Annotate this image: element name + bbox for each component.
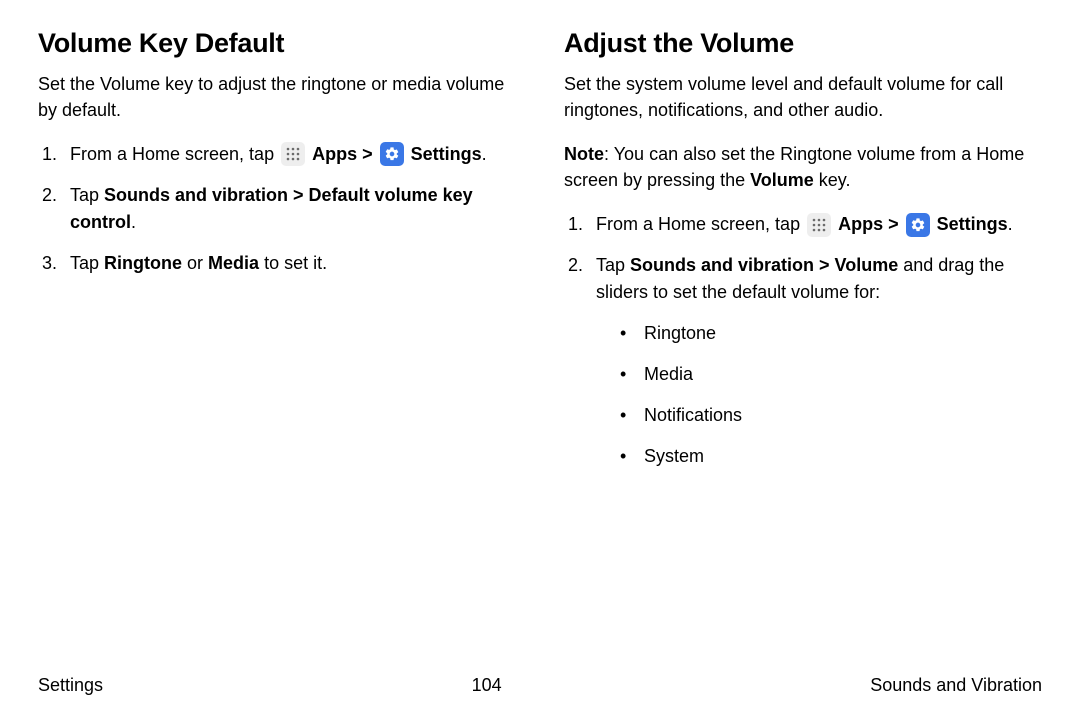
period: . [482, 144, 487, 164]
content-columns: Volume Key Default Set the Volume key to… [38, 28, 1042, 667]
chevron-right-icon: > [362, 144, 378, 164]
step-1-left: From a Home screen, tap Apps > Settings. [38, 141, 516, 168]
step-text: or [182, 253, 208, 273]
footer-right: Sounds and Vibration [870, 675, 1042, 696]
footer-page-number: 104 [472, 675, 502, 696]
steps-left: From a Home screen, tap Apps > Settings.… [38, 141, 516, 277]
step-text: Tap [596, 255, 630, 275]
step-text: Tap [70, 253, 104, 273]
apps-icon [281, 142, 305, 166]
apps-label: Apps [312, 144, 357, 164]
settings-label: Settings [937, 214, 1008, 234]
chevron-right-icon: > [888, 214, 904, 234]
step-bold: Ringtone [104, 253, 182, 273]
intro-right: Set the system volume level and default … [564, 71, 1042, 123]
bullet-notifications: Notifications [620, 402, 1042, 429]
bullet-media: Media [620, 361, 1042, 388]
note-label: Note [564, 144, 604, 164]
apps-label: Apps [838, 214, 883, 234]
period: . [1008, 214, 1013, 234]
steps-right: From a Home screen, tap Apps > Settings.… [564, 211, 1042, 470]
settings-label: Settings [411, 144, 482, 164]
bullet-ringtone: Ringtone [620, 320, 1042, 347]
heading-volume-key-default: Volume Key Default [38, 28, 516, 59]
note-text: key. [814, 170, 851, 190]
note-bold: Volume [750, 170, 814, 190]
apps-icon [807, 213, 831, 237]
step-3-left: Tap Ringtone or Media to set it. [38, 250, 516, 277]
step-2-left: Tap Sounds and vibration > Default volum… [38, 182, 516, 236]
heading-adjust-volume: Adjust the Volume [564, 28, 1042, 59]
intro-left: Set the Volume key to adjust the rington… [38, 71, 516, 123]
step-bold: Media [208, 253, 259, 273]
step-text: Tap [70, 185, 104, 205]
step-2-right: Tap Sounds and vibration > Volume and dr… [564, 252, 1042, 470]
right-column: Adjust the Volume Set the system volume … [564, 28, 1042, 667]
note-colon: : [604, 144, 614, 164]
step-text: From a Home screen, tap [596, 214, 805, 234]
bullet-system: System [620, 443, 1042, 470]
step-bold: Sounds and vibration > Volume [630, 255, 898, 275]
step-text: From a Home screen, tap [70, 144, 279, 164]
settings-icon [380, 142, 404, 166]
left-column: Volume Key Default Set the Volume key to… [38, 28, 516, 667]
settings-icon [906, 213, 930, 237]
note-paragraph: Note: You can also set the Ringtone volu… [564, 141, 1042, 193]
step-text: to set it. [259, 253, 327, 273]
volume-bullet-list: Ringtone Media Notifications System [596, 320, 1042, 470]
page-footer: Settings 104 Sounds and Vibration [38, 667, 1042, 696]
step-1-right: From a Home screen, tap Apps > Settings. [564, 211, 1042, 238]
footer-left: Settings [38, 675, 103, 696]
period: . [131, 212, 136, 232]
